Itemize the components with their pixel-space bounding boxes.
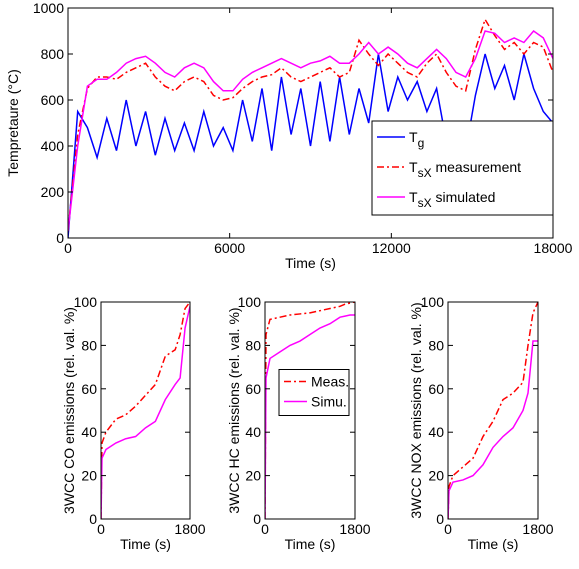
y-tick-label: 200 (41, 184, 65, 200)
y-tick-label: 800 (41, 46, 65, 62)
y-tick-label: 0 (56, 230, 64, 246)
y-tick-label: 60 (428, 381, 444, 397)
y-tick-label: 1000 (33, 0, 64, 16)
x-axis-label: Time (s) (468, 536, 519, 552)
x-tick-label: 0 (97, 521, 105, 537)
series-line (448, 302, 538, 519)
series-line (265, 302, 355, 519)
legend-label: Tg (409, 129, 424, 150)
y-tick-label: 80 (245, 337, 261, 353)
x-axis-label: Time (s) (120, 536, 171, 552)
legend-label: TsX simulated (409, 189, 495, 210)
y-tick-label: 0 (89, 511, 97, 527)
plot-area (101, 302, 190, 519)
x-tick-label: 18000 (534, 240, 573, 256)
y-tick-label: 40 (81, 424, 97, 440)
y-axis-label: 3WCC CO emissions (rel. val. %) (61, 307, 77, 514)
y-tick-label: 40 (245, 424, 261, 440)
x-tick-label: 0 (64, 240, 72, 256)
legend-label: TsX measurement (409, 159, 521, 180)
y-tick-label: 20 (245, 468, 261, 484)
x-tick-label: 1800 (522, 521, 553, 537)
y-tick-label: 40 (428, 424, 444, 440)
y-tick-label: 0 (436, 511, 444, 527)
plot-area (265, 302, 355, 519)
x-axis-label: Time (s) (285, 536, 336, 552)
x-tick-label: 0 (261, 521, 269, 537)
series-line (101, 306, 190, 519)
axes-box (264, 301, 356, 520)
legend-label: Meas. (311, 374, 349, 390)
axes-box (100, 301, 191, 520)
y-tick-label: 20 (81, 468, 97, 484)
y-axis-label: 3WCC NOX emissions (rel. val. %) (408, 302, 424, 518)
series-line (101, 302, 190, 519)
series-line (68, 53, 553, 238)
legend-label: Simu. (311, 394, 347, 410)
series-line (265, 314, 355, 519)
x-tick-label: 6000 (214, 240, 245, 256)
y-tick-label: 100 (421, 294, 445, 310)
y-tick-label: 80 (428, 337, 444, 353)
y-axis-label: Tempretaure (°C) (5, 69, 21, 177)
axes-box (447, 301, 539, 520)
series-line (68, 29, 553, 232)
y-tick-label: 600 (41, 92, 65, 108)
y-tick-label: 60 (245, 381, 261, 397)
x-tick-label: 1800 (174, 521, 205, 537)
series-line (448, 340, 538, 519)
x-tick-label: 1800 (339, 521, 370, 537)
legend-box (278, 369, 350, 416)
plot-area (68, 17, 553, 238)
y-tick-label: 60 (81, 381, 97, 397)
y-tick-label: 100 (74, 294, 98, 310)
y-tick-label: 20 (428, 468, 444, 484)
x-tick-label: 12000 (372, 240, 411, 256)
plot-area (448, 302, 538, 519)
x-axis-label: Time (s) (285, 255, 336, 271)
y-tick-label: 0 (253, 511, 261, 527)
x-tick-label: 0 (444, 521, 452, 537)
y-tick-label: 80 (81, 337, 97, 353)
y-axis-label: 3WCC HC emissions (rel. val. %) (226, 307, 242, 513)
y-tick-label: 400 (41, 138, 65, 154)
y-tick-label: 100 (238, 294, 262, 310)
